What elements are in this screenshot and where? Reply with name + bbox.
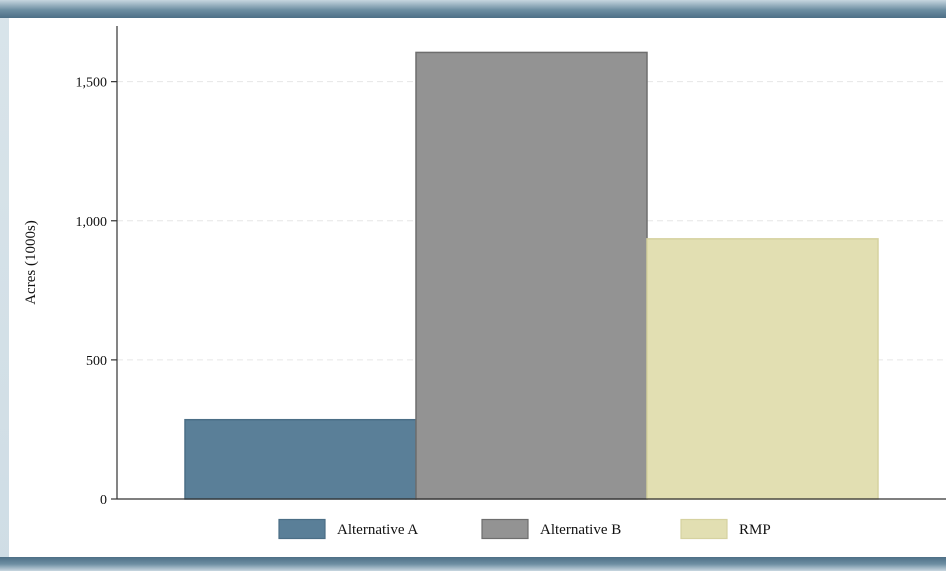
y-tick-label: 500 — [86, 354, 107, 369]
legend-label: RMP — [739, 522, 771, 538]
bar-alternative-b — [415, 51, 648, 500]
legend-label: Alternative A — [337, 522, 418, 538]
legend-swatch — [680, 518, 728, 540]
y-tick-label: 1,500 — [76, 76, 108, 91]
legend-swatch — [481, 518, 529, 540]
legend-swatch — [278, 518, 326, 540]
top-decorative-band — [0, 0, 946, 18]
axes — [116, 26, 946, 500]
y-axis-title: Acres (1000s) — [23, 220, 39, 305]
y-tick-label: 0 — [100, 493, 107, 508]
bar-chart: 0 500 1,000 1,500 Acres (1000s) Alternative… — [23, 26, 946, 540]
y-axis-ticks: 0 500 1,000 1,500 — [76, 76, 117, 508]
bar-alternative-a — [184, 418, 417, 500]
legend: Alternative A Alternative B RMP — [278, 518, 771, 540]
bottom-decorative-band — [0, 557, 946, 571]
y-tick-label: 1,000 — [76, 215, 108, 230]
chart-panel: 0 500 1,000 1,500 Acres (1000s) Alternative… — [9, 18, 946, 557]
bars — [184, 51, 879, 500]
legend-label: Alternative B — [540, 522, 621, 538]
bar-rmp — [646, 238, 879, 500]
